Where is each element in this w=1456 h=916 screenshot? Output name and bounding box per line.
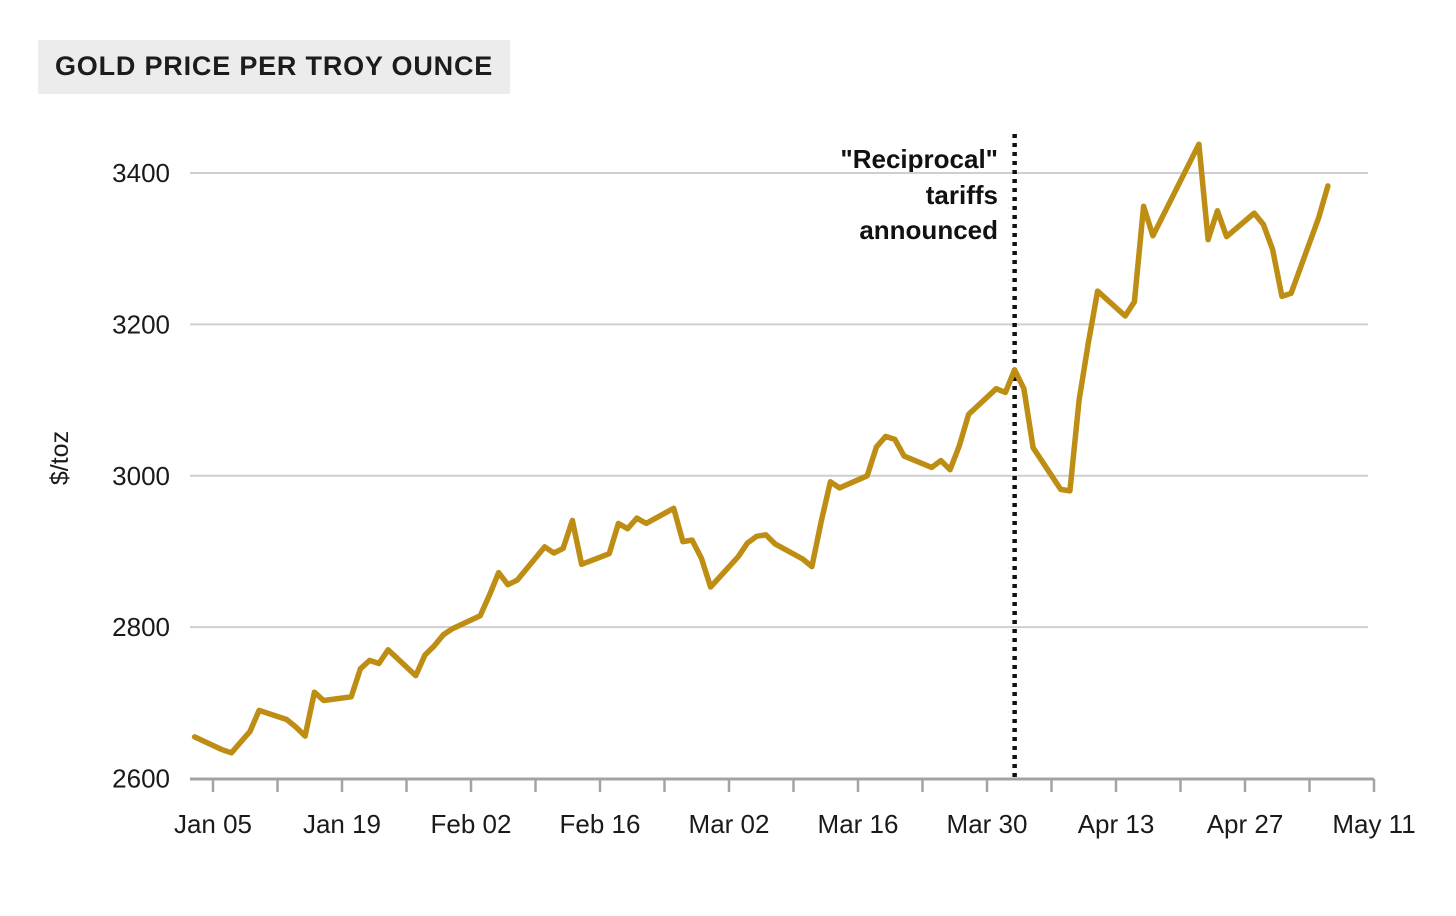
y-axis-title: $/toz	[46, 431, 74, 485]
x-tick-label-Apr 27: Apr 27	[1207, 809, 1284, 839]
x-tick-label-Feb 16: Feb 16	[560, 809, 641, 839]
y-tick-label-3000: 3000	[112, 461, 170, 491]
x-tick-label-Feb 02: Feb 02	[431, 809, 512, 839]
x-tick-label-May 11: May 11	[1332, 809, 1415, 839]
annotation-line-3: announced	[859, 215, 998, 245]
x-tick-label-Mar 30: Mar 30	[947, 809, 1028, 839]
annotation-line-2: tariffs	[925, 179, 998, 210]
x-tick-label-Mar 02: Mar 02	[689, 809, 770, 839]
tariffs-annotation: "Reciprocal" tariffs announced	[840, 142, 998, 249]
chart-title: GOLD PRICE PER TROY OUNCE	[38, 40, 511, 94]
x-tick-label-Jan 05: Jan 05	[174, 809, 252, 839]
x-tick-label-Mar 16: Mar 16	[818, 809, 899, 839]
y-tick-label-2800: 2800	[112, 612, 170, 642]
x-tick-label-Apr 13: Apr 13	[1078, 809, 1155, 839]
y-tick-label-3200: 3200	[112, 309, 170, 339]
y-tick-label-3400: 3400	[112, 158, 170, 188]
x-tick-label-Jan 19: Jan 19	[303, 809, 381, 839]
gold-price-line	[191, 141, 1331, 756]
y-tick-label-2600: 2600	[112, 764, 170, 794]
annotation-line-1: "Reciprocal"	[840, 144, 998, 174]
